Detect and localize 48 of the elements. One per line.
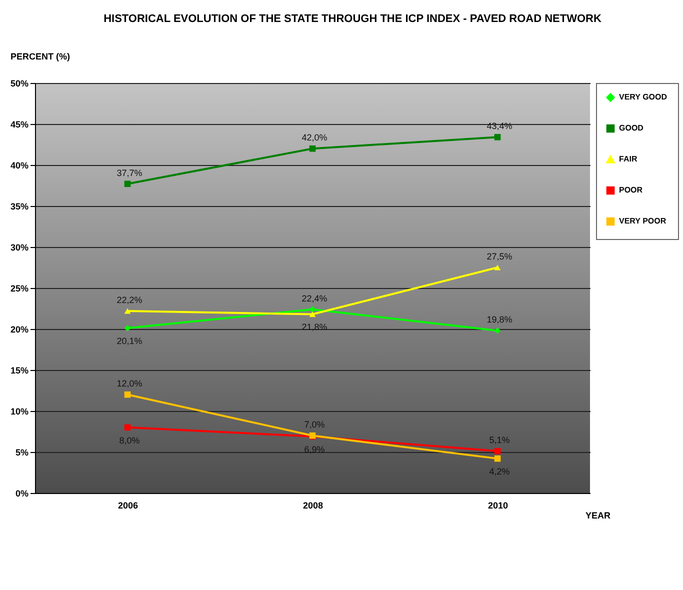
x-tick-label: 2006 [118, 500, 138, 510]
data-label: 27,5% [486, 252, 512, 262]
legend-label: VERY GOOD [619, 92, 668, 102]
data-label: 42,0% [302, 132, 328, 143]
x-tick-label: 2010 [488, 500, 508, 510]
y-tick-label: 35% [10, 202, 28, 212]
point [494, 264, 501, 270]
data-label: 12,0% [116, 378, 142, 389]
point [494, 134, 501, 140]
y-tick-label: 0% [15, 488, 28, 498]
data-label: 20,1% [116, 336, 142, 346]
point [124, 325, 131, 332]
data-label: 5,1% [489, 435, 510, 446]
point [124, 391, 131, 398]
y-tick-label: 20% [10, 324, 28, 334]
x-axis-title: YEAR [585, 510, 611, 520]
y-tick-label: 30% [10, 242, 28, 252]
point [309, 312, 316, 317]
y-tick-label: 50% [10, 78, 28, 88]
data-label: 4,2% [489, 466, 510, 477]
data-label: 6,9% [304, 444, 325, 454]
point [494, 327, 501, 334]
chart-title: HISTORICAL EVOLUTION OF THE STATE THROUGH THE ICP INDEX - PAVED ROAD NETWORK [104, 13, 602, 25]
y-tick-label: 45% [10, 120, 28, 130]
point [309, 145, 316, 152]
data-label: 37,7% [116, 168, 142, 178]
point [124, 180, 131, 188]
data-label: 8,0% [119, 435, 140, 446]
y-tick-label: 40% [10, 160, 28, 170]
legend-label: FAIR [619, 154, 638, 164]
data-label: 7,0% [304, 420, 325, 430]
y-tick-label: 25% [10, 284, 28, 294]
y-tick-label: 15% [10, 366, 28, 376]
point [124, 308, 131, 314]
y-tick-label: 10% [10, 406, 28, 416]
legend-label: VERY POOR [619, 216, 666, 226]
point [309, 306, 316, 312]
data-label: 22,2% [116, 294, 142, 305]
point [124, 424, 131, 431]
legend-label: GOOD [619, 124, 644, 132]
data-label: 19,8% [486, 314, 512, 325]
point [494, 455, 501, 462]
point [494, 448, 501, 454]
y-tick-label: 5% [15, 448, 28, 458]
y-axis-title: PERCENT (%) [10, 52, 70, 62]
x-tick-label: 2008 [302, 500, 324, 510]
data-label: 22,4% [302, 293, 328, 304]
legend-label: POOR [619, 186, 643, 194]
